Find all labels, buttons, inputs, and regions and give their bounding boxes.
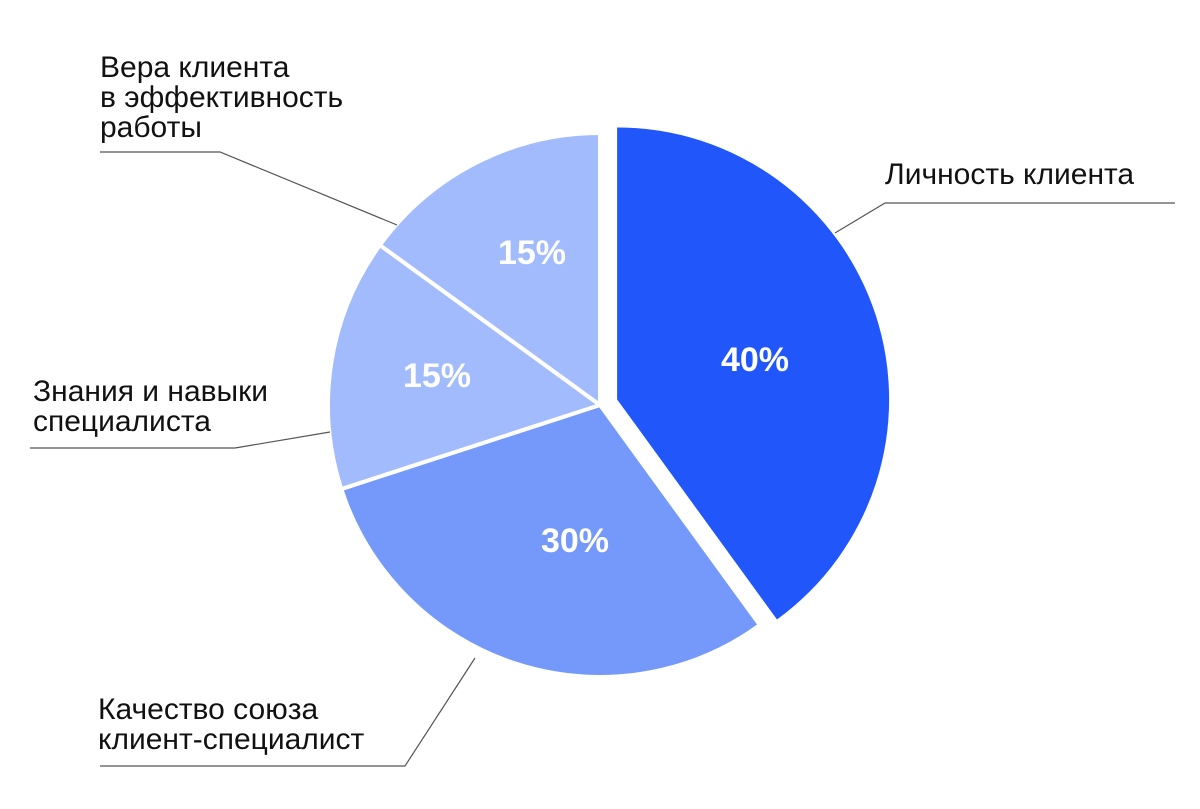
leader-line <box>100 151 398 226</box>
pie-slice <box>377 131 602 407</box>
value-label: 40% <box>721 341 789 379</box>
category-label: Вера клиента в эффективность работы <box>100 51 344 144</box>
value-label: 30% <box>541 522 609 560</box>
pie-slice <box>339 403 762 679</box>
leader-line <box>100 657 476 767</box>
value-label: 15% <box>498 234 566 272</box>
leader-line <box>30 431 331 449</box>
pie-slice <box>617 127 890 620</box>
category-label: Знания и навыки специалиста <box>33 375 269 438</box>
pie-slice <box>326 243 602 492</box>
category-label: Личность клиента <box>885 158 1135 191</box>
value-label: 15% <box>403 357 471 395</box>
category-label: Качество союза клиент-специалист <box>98 693 365 756</box>
leader-line <box>834 202 1175 234</box>
